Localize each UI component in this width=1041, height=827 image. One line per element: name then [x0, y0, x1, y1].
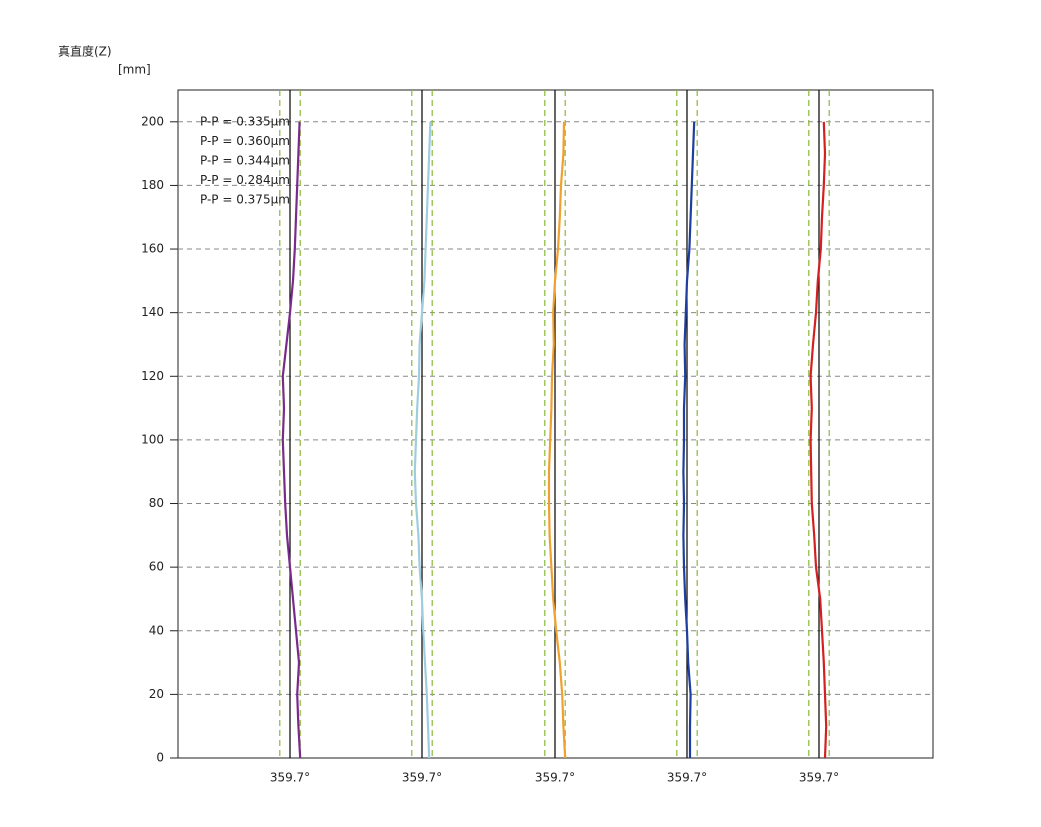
y-tick-label: 120 — [141, 369, 164, 383]
x-tick-label: 359.7° — [799, 771, 839, 785]
series-line — [809, 121, 828, 759]
y-tick-label: 160 — [141, 242, 164, 256]
series-line — [281, 121, 302, 759]
legend-entry: P-P = 0.344μm — [200, 154, 290, 168]
legend-entry: P-P = 0.360μm — [200, 134, 290, 148]
y-tick-label: 200 — [141, 114, 164, 128]
x-tick-label: 359.7° — [535, 771, 575, 785]
y-tick-label: 100 — [141, 432, 164, 446]
y-tick-label: 40 — [149, 623, 164, 637]
legend-entry: P-P = 0.284μm — [200, 173, 290, 187]
y-tick-label: 60 — [149, 560, 164, 574]
y-tick-label: 140 — [141, 305, 164, 319]
legend-entry: P-P = 0.335μm — [200, 115, 290, 129]
series-line — [682, 121, 696, 758]
x-tick-label: 359.7° — [667, 771, 707, 785]
y-tick-label: 0 — [156, 751, 164, 765]
series-line — [413, 121, 432, 759]
series-line — [547, 121, 567, 759]
y-tick-label: 80 — [149, 496, 164, 510]
y-tick-label: 20 — [149, 687, 164, 701]
legend-entry: P-P = 0.375μm — [200, 193, 290, 207]
y-axis-label: 真直度(Z) — [58, 44, 112, 59]
x-tick-label: 359.7° — [270, 771, 310, 785]
y-tick-label: 180 — [141, 178, 164, 192]
x-tick-label: 359.7° — [402, 771, 442, 785]
y-axis-unit: [mm] — [118, 63, 151, 77]
